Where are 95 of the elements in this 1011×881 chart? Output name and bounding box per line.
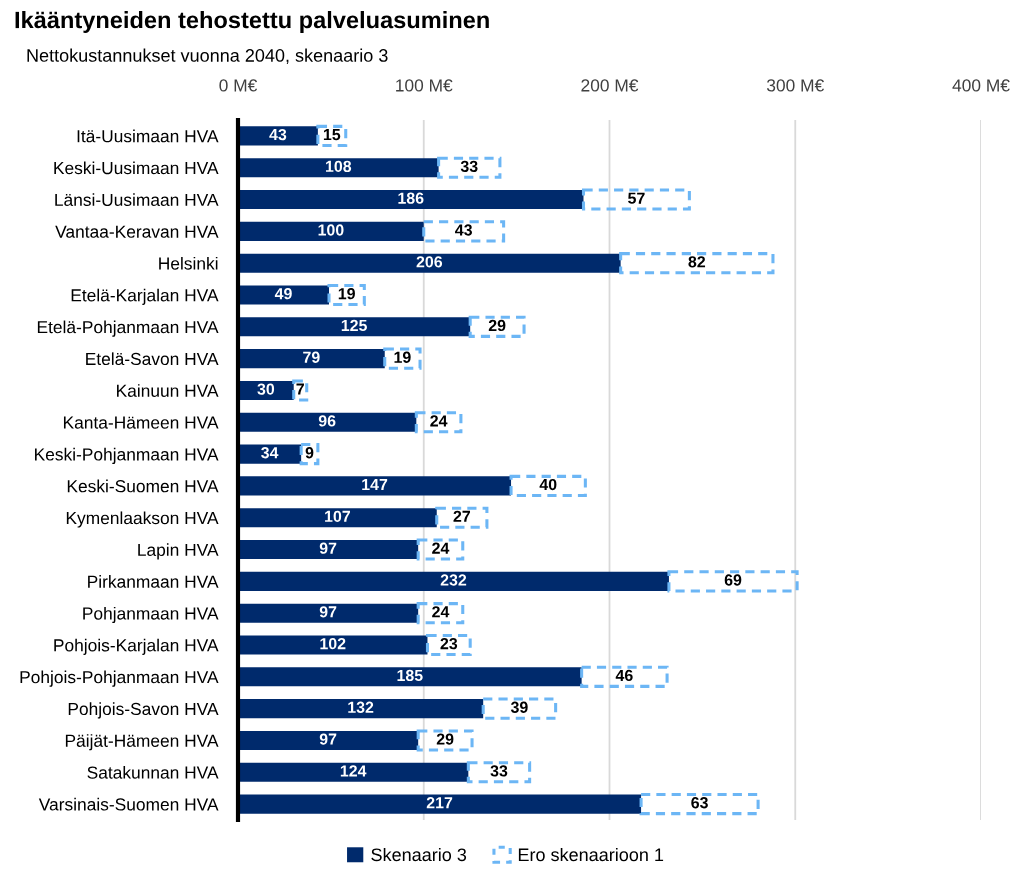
data-label: 7 <box>296 383 304 395</box>
data-label: 33 <box>490 765 508 777</box>
data-label: 147 <box>362 479 388 491</box>
bar <box>238 762 469 782</box>
data-label: 30 <box>257 383 275 395</box>
bar <box>238 349 385 369</box>
y-tick-label: Pohjois-Karjalan HVA <box>54 638 219 655</box>
x-tick-label: 300 M€ <box>766 79 824 92</box>
bar <box>238 730 419 750</box>
data-label: 232 <box>440 574 467 586</box>
data-label: 79 <box>303 351 320 363</box>
data-label: 107 <box>325 510 350 523</box>
data-label: 124 <box>340 765 367 777</box>
y-tick-label: Kainuun HVA <box>117 384 219 397</box>
y-tick-label: Länsi-Uusimaan HVA <box>55 193 219 207</box>
x-tick-label: 100 M€ <box>396 79 453 92</box>
data-label: 29 <box>436 733 454 745</box>
x-tick-label: 0 M€ <box>219 79 258 92</box>
data-label: 9 <box>305 447 314 459</box>
data-label: 217 <box>426 797 453 809</box>
y-tick-label: Pohjanmaan HVA <box>83 606 219 624</box>
y-tick-label: Etelä-Savon HVA <box>86 352 219 366</box>
y-tick-label: Pirkanmaan HVA <box>88 575 219 588</box>
y-tick-label: Itä-Uusimaan HVA <box>77 129 219 143</box>
data-label: 102 <box>320 637 346 650</box>
data-label: 46 <box>615 669 633 682</box>
bar <box>238 412 417 432</box>
data-label: 125 <box>341 319 367 332</box>
y-tick-label: Varsinais-Suomen HVA <box>38 797 219 811</box>
data-label: 206 <box>416 256 443 268</box>
bar <box>238 158 439 178</box>
legend-label: Ero skenaarioon 1 <box>518 847 664 862</box>
chart-subtitle: Nettokustannukset vuonna 2040, skenaario 3 <box>27 48 388 64</box>
data-label: 40 <box>539 478 557 491</box>
data-label: 43 <box>269 128 287 141</box>
data-label: 33 <box>460 160 478 173</box>
bar <box>238 476 512 496</box>
data-label: 108 <box>325 160 352 173</box>
bar <box>238 635 428 655</box>
bar <box>238 253 621 273</box>
bar <box>238 126 318 146</box>
data-label: 19 <box>394 351 411 363</box>
bar <box>238 540 419 560</box>
data-label: 43 <box>455 224 472 236</box>
data-label: 34 <box>261 447 279 459</box>
data-label: 15 <box>323 129 341 141</box>
bar <box>238 221 424 241</box>
data-label: 24 <box>430 415 448 427</box>
data-label: 82 <box>688 256 706 268</box>
y-tick-label: Keski-Pohjanmaan HVA <box>35 447 219 464</box>
data-label: 19 <box>338 287 355 300</box>
y-tick-label: Lapin HVA <box>138 543 219 560</box>
data-label: 69 <box>724 574 742 586</box>
bar <box>238 603 419 623</box>
data-label: 24 <box>432 542 450 554</box>
data-label: 49 <box>274 287 292 300</box>
bar <box>238 571 669 591</box>
data-label: 97 <box>319 606 337 618</box>
x-tick-label: 400 M€ <box>952 79 1010 92</box>
x-tick-label: 200 M€ <box>581 79 639 92</box>
data-label: 185 <box>397 669 423 682</box>
data-label: 100 <box>318 224 344 236</box>
bar <box>238 285 330 305</box>
data-label: 29 <box>488 319 506 332</box>
data-label: 24 <box>432 606 450 618</box>
y-tick-label: Satakunnan HVA <box>87 765 219 779</box>
y-tick-label: Helsinki <box>159 256 218 270</box>
bar <box>238 699 484 719</box>
y-tick-label: Vantaa-Keravan HVA <box>55 225 219 238</box>
data-label: 97 <box>319 733 337 745</box>
chart-title: Ikääntyneiden tehostettu palveluasuminen <box>15 11 489 33</box>
legend-label: Skenaario 3 <box>371 847 467 862</box>
data-label: 96 <box>318 415 336 427</box>
data-label: 186 <box>398 192 424 204</box>
data-label: 57 <box>628 192 645 204</box>
y-tick-label: Etelä-Pohjanmaan HVA <box>37 320 219 337</box>
y-tick-label: Etelä-Karjalan HVA <box>71 288 219 305</box>
bar <box>238 190 584 210</box>
data-label: 63 <box>691 797 708 809</box>
bar <box>238 317 471 337</box>
data-label: 97 <box>319 542 337 554</box>
y-tick-label: Pohjois-Pohjanmaan HVA <box>20 670 219 687</box>
y-tick-label: Keski-Uusimaan HVA <box>54 161 219 175</box>
y-tick-label: Keski-Suomen HVA <box>67 479 219 493</box>
data-label: 27 <box>453 510 471 522</box>
bar <box>238 508 437 528</box>
bar <box>238 794 642 814</box>
y-tick-label: Kanta-Hämeen HVA <box>63 416 219 429</box>
y-tick-label: Päijät-Hämeen HVA <box>65 734 219 751</box>
data-label: 132 <box>348 701 374 713</box>
bar <box>238 667 582 687</box>
y-tick-label: Kymenlaakson HVA <box>66 511 219 528</box>
data-label: 23 <box>440 637 458 650</box>
y-tick-label: Pohjois-Savon HVA <box>68 702 219 719</box>
data-label: 39 <box>510 701 528 713</box>
